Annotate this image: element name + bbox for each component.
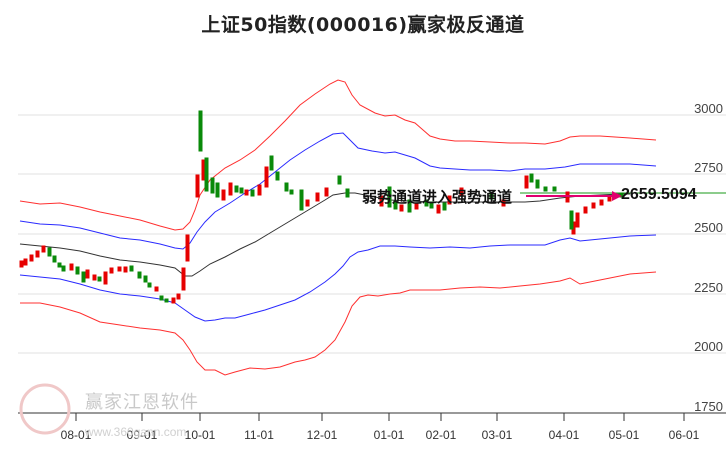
x-tick-label: 10-01 [184,428,216,442]
middle-line [19,192,630,277]
inner-upper-channel [19,132,657,250]
y-tick-2250: 2250 [694,280,723,295]
x-tick-label: 09-01 [126,428,158,442]
x-tick-label: 05-01 [608,428,640,442]
x-tick-label: 11-01 [244,428,274,442]
channel-annotation: 弱势通道进入强势通道 [362,188,513,206]
inner-lower-channel [19,234,657,322]
y-tick-1750: 1750 [694,399,723,414]
chart-title: 上证50指数(000016)赢家极反通道 [201,14,525,36]
gridlines [18,114,726,354]
x-tick-label: 03-01 [481,428,513,442]
current-value-label: 2659.5094 [621,186,697,203]
x-ticks [75,413,685,421]
outer-lower-channel [20,271,657,376]
x-tick-label: 01-01 [373,428,405,442]
watermark-name: 赢家江恩软件 [85,392,199,413]
x-tick-label: 02-01 [425,428,457,442]
y-tick-2000: 2000 [694,339,723,354]
x-tick-label: 04-01 [548,428,580,442]
arrow-head-icon [612,191,622,201]
y-tick-2500: 2500 [694,220,723,235]
x-tick-label: 08-01 [60,428,92,442]
watermark-logo-icon [19,383,71,435]
outer-upper-channel [19,79,657,231]
x-tick-label: 12-01 [306,428,338,442]
candlesticks [19,110,624,304]
y-tick-2750: 2750 [694,160,723,175]
x-tick-label: 06-01 [668,428,700,442]
y-tick-3000: 3000 [694,101,723,116]
watermark-url: www.360gann.com [85,425,187,439]
